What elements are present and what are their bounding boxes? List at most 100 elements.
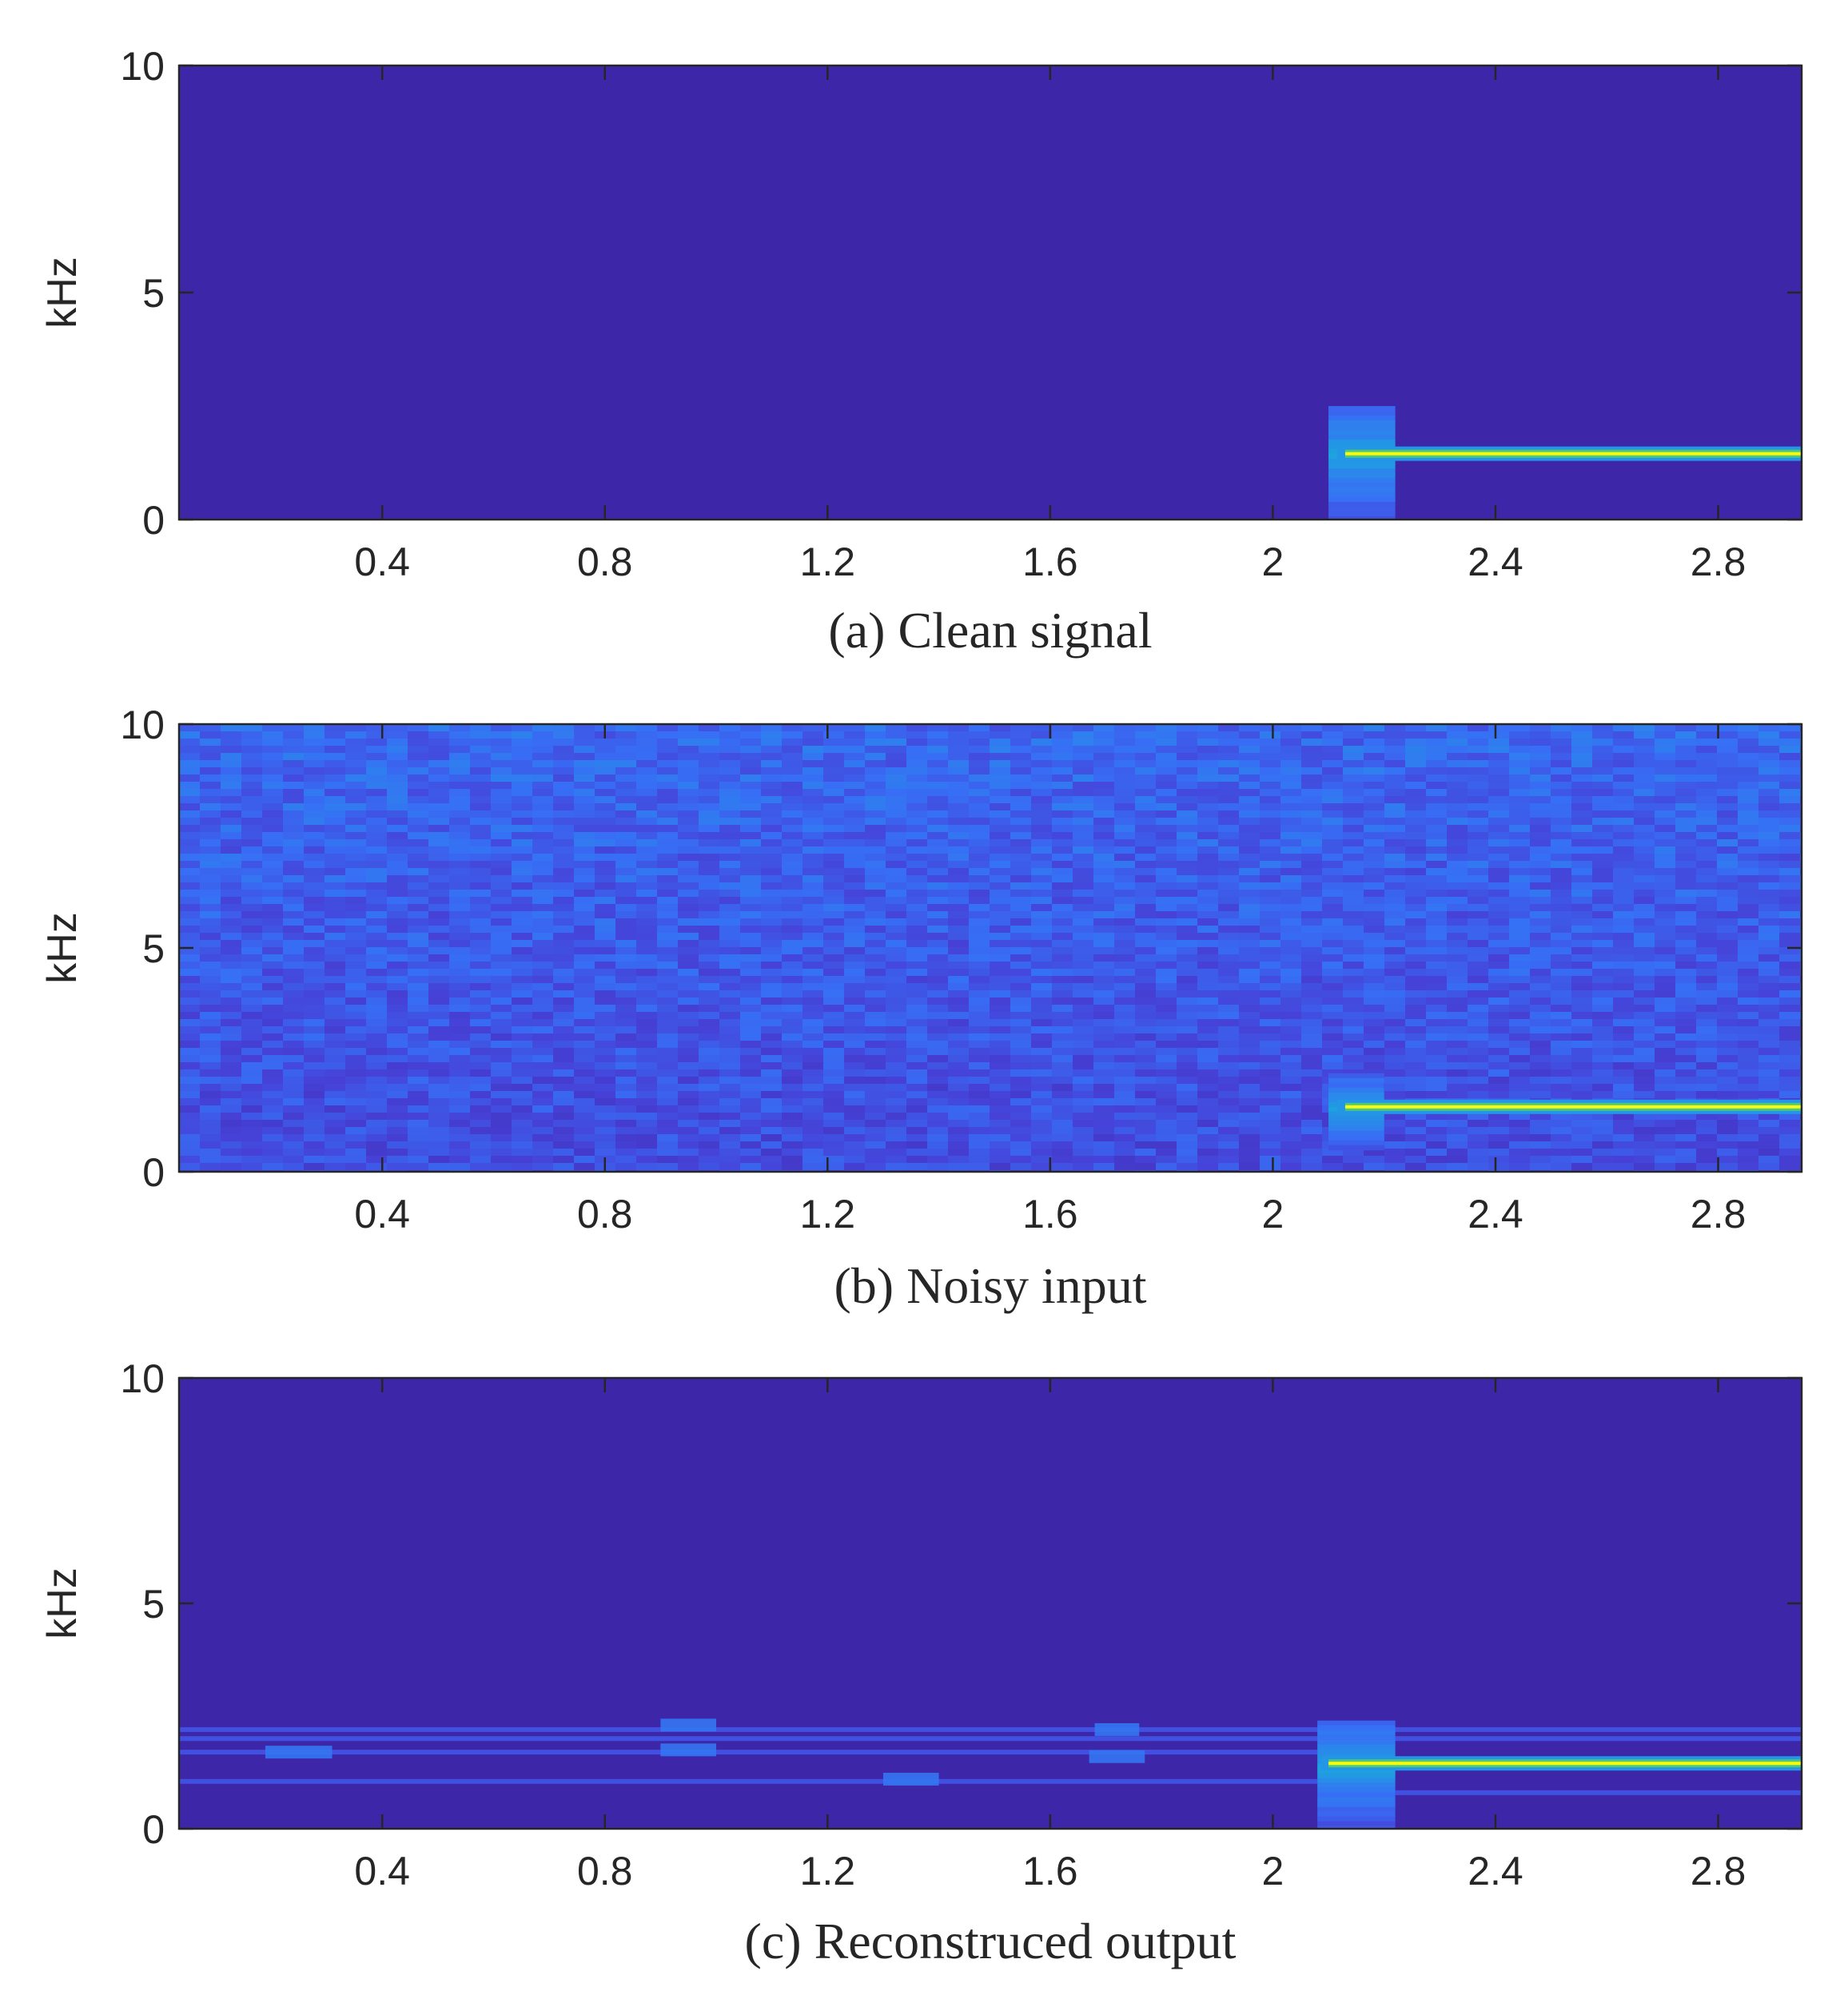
noise-cell	[1675, 760, 1697, 768]
noise-cell	[823, 1141, 845, 1149]
noise-cell	[1135, 1019, 1157, 1027]
noise-cell	[823, 753, 845, 761]
noise-cell	[1758, 1091, 1780, 1099]
noise-cell	[1571, 933, 1593, 941]
noise-cell	[1384, 1012, 1406, 1020]
noise-cell	[636, 1041, 658, 1049]
noise-cell	[574, 789, 595, 797]
noise-cell	[1364, 1012, 1385, 1020]
noise-cell	[886, 861, 907, 869]
noise-cell	[1135, 1033, 1157, 1041]
noise-cell	[1364, 739, 1385, 747]
noise-cell	[200, 731, 221, 739]
noise-cell	[428, 753, 450, 761]
noise-cell	[574, 775, 595, 782]
noise-cell	[1488, 1019, 1510, 1027]
noise-cell	[844, 796, 866, 804]
noise-cell	[1239, 803, 1261, 811]
noise-cell	[1093, 990, 1115, 998]
noise-cell	[1052, 825, 1073, 833]
noise-cell	[927, 933, 949, 941]
noise-cell	[699, 803, 720, 811]
noise-cell	[262, 1134, 284, 1142]
noise-cell	[1301, 1055, 1323, 1063]
noise-cell	[823, 782, 845, 790]
noise-cell	[491, 983, 512, 991]
noise-cell	[512, 1069, 533, 1077]
noise-cell	[1135, 854, 1157, 862]
noise-cell	[1655, 1019, 1676, 1027]
noise-cell	[1010, 1084, 1032, 1092]
noise-cell	[1634, 1156, 1655, 1164]
noise-cell	[1239, 998, 1261, 1005]
noise-cell	[657, 739, 679, 747]
noise-cell	[1177, 1120, 1198, 1128]
noise-cell	[408, 1077, 429, 1085]
noise-cell	[325, 1120, 346, 1128]
noise-cell	[1156, 1127, 1177, 1135]
noise-cell	[1052, 731, 1073, 739]
noise-cell	[1322, 890, 1344, 898]
noise-cell	[1052, 983, 1073, 991]
noise-cell	[1613, 1156, 1635, 1164]
noise-cell	[1322, 882, 1344, 890]
noise-cell	[782, 846, 803, 854]
onset-burst	[1328, 512, 1396, 517]
noise-cell	[1447, 911, 1468, 919]
noise-cell	[553, 1141, 575, 1149]
noise-cell	[1301, 724, 1323, 732]
noise-cell	[532, 767, 554, 775]
noise-cell	[1426, 796, 1448, 804]
noise-cell	[304, 1120, 325, 1128]
noise-cell	[1779, 1163, 1801, 1171]
noise-cell	[1696, 767, 1718, 775]
noise-cell	[927, 1019, 949, 1027]
noise-cell	[657, 1120, 679, 1128]
noise-cell	[1405, 1120, 1427, 1128]
noise-cell	[1114, 969, 1136, 977]
noise-cell	[1800, 998, 1802, 1005]
noise-cell	[1364, 796, 1385, 804]
noise-cell	[1301, 1062, 1323, 1070]
noise-cell	[865, 990, 886, 998]
noise-cell	[1571, 911, 1593, 919]
noise-cell	[1301, 1127, 1323, 1135]
noise-cell	[1634, 724, 1655, 732]
noise-cell	[1384, 1134, 1406, 1142]
noise-cell	[844, 954, 866, 962]
noise-cell	[1655, 810, 1676, 818]
noise-cell	[678, 897, 699, 905]
noise-cell	[1634, 789, 1655, 797]
noise-cell	[823, 990, 845, 998]
noise-cell	[1322, 918, 1344, 926]
noise-cell	[1800, 1098, 1802, 1106]
noise-cell	[615, 1105, 637, 1113]
noise-cell	[719, 1077, 741, 1085]
noise-cell	[1800, 1113, 1802, 1121]
noise-cell	[1073, 739, 1094, 747]
noise-cell	[304, 846, 325, 854]
noise-cell	[1343, 796, 1364, 804]
noise-cell	[1717, 1091, 1738, 1099]
noise-cell	[532, 739, 554, 747]
noise-cell	[241, 897, 263, 905]
noise-cell	[221, 882, 242, 890]
noise-cell	[262, 739, 284, 747]
noise-cell	[1509, 976, 1531, 984]
noise-cell	[1093, 875, 1115, 883]
noise-cell	[823, 882, 845, 890]
noise-cell	[615, 731, 637, 739]
noise-cell	[886, 1120, 907, 1128]
noise-cell	[1218, 1134, 1240, 1142]
noise-cell	[1447, 1149, 1468, 1157]
noise-cell	[1156, 746, 1177, 754]
noise-cell	[283, 1084, 305, 1092]
noise-cell	[1384, 854, 1406, 862]
noise-cell	[1530, 1012, 1551, 1020]
noise-cell	[1073, 897, 1094, 905]
noise-cell	[699, 724, 720, 732]
noise-cell	[1177, 854, 1198, 862]
noise-cell	[532, 1113, 554, 1121]
noise-cell	[595, 897, 616, 905]
noise-cell	[262, 897, 284, 905]
